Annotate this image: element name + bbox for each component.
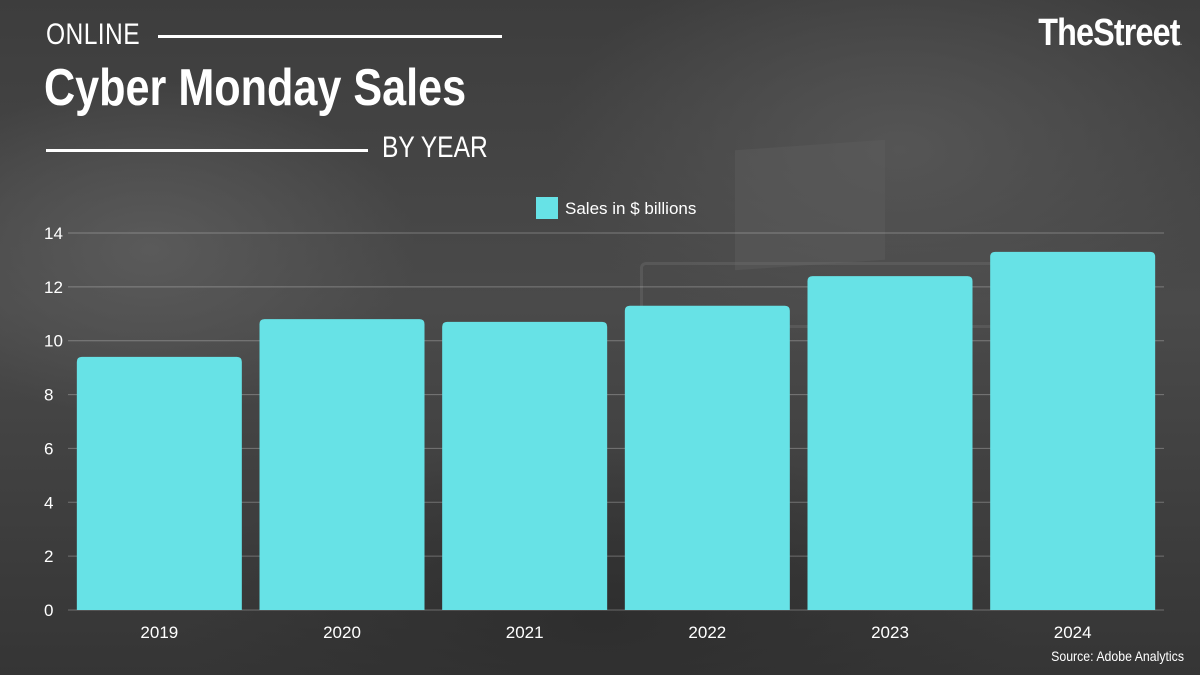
bar-2019 [76,356,242,610]
y-axis-ticks: 0 2 4 6 8 10 12 14 [44,224,63,620]
y-tick-label-12: 12 [44,278,63,297]
legend-label: Sales in $ billions [565,199,696,218]
x-tick-label-2021: 2021 [506,623,544,642]
bar-layer [76,251,1156,610]
y-tick-label-10: 10 [44,332,63,351]
y-tick-label-4: 4 [44,493,53,512]
source-note: Source: Adobe Analytics [1051,648,1184,664]
chart-subtitle: BY YEAR [382,131,488,164]
bar-2021 [442,321,608,610]
x-tick-label-2020: 2020 [323,623,361,642]
bar-2023 [807,276,973,610]
chart-title: Cyber Monday Sales [44,59,467,117]
x-tick-label-2023: 2023 [871,623,909,642]
bar-2020 [259,319,425,610]
y-tick-label-6: 6 [44,439,53,458]
x-tick-label-2019: 2019 [140,623,178,642]
kicker-text: ONLINE [46,18,141,51]
legend-swatch [536,197,558,219]
bar-2024 [990,251,1156,610]
x-tick-label-2022: 2022 [688,623,726,642]
brand-logo: TheStreet. [1038,12,1183,55]
rule-bottom [46,149,368,152]
y-tick-label-0: 0 [44,601,53,620]
logo-dot: . [1180,34,1183,48]
bar-2022 [624,305,790,610]
grid-layer [68,232,1164,611]
y-tick-label-8: 8 [44,386,53,405]
y-tick-label-2: 2 [44,547,53,566]
legend: Sales in $ billions [536,197,696,219]
x-axis-ticks: 2019 2020 2021 2022 2023 2024 [140,623,1091,642]
x-tick-label-2024: 2024 [1054,623,1092,642]
y-tick-label-14: 14 [44,224,63,243]
rule-top [158,35,502,38]
logo-text: TheStreet [1038,12,1181,54]
